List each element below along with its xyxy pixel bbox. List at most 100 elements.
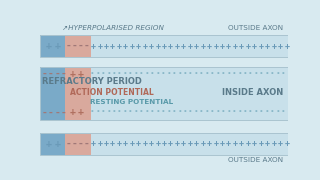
Text: ·: · xyxy=(225,69,232,79)
Text: -: - xyxy=(48,69,54,79)
Bar xyxy=(40,35,65,57)
Text: ·: · xyxy=(231,107,237,117)
Text: +: + xyxy=(155,42,160,51)
Text: ·: · xyxy=(110,69,117,79)
Text: +: + xyxy=(104,140,109,148)
Text: ·: · xyxy=(263,69,270,79)
Text: ·: · xyxy=(143,69,150,79)
Text: ·: · xyxy=(181,107,188,117)
Text: ·: · xyxy=(132,107,139,117)
Text: +: + xyxy=(252,140,257,148)
Text: -: - xyxy=(66,41,71,51)
Text: -: - xyxy=(66,139,71,149)
Text: ·: · xyxy=(89,69,95,79)
Bar xyxy=(40,67,65,120)
Text: +: + xyxy=(142,42,148,51)
Text: ·: · xyxy=(143,107,150,117)
Text: ·: · xyxy=(225,107,232,117)
Text: ·: · xyxy=(242,107,248,117)
Text: ·: · xyxy=(165,69,172,79)
Text: -: - xyxy=(61,107,67,117)
Text: ·: · xyxy=(252,69,259,79)
Text: +: + xyxy=(149,42,154,51)
Text: OUTSIDE AXON: OUTSIDE AXON xyxy=(228,25,283,31)
Bar xyxy=(65,67,91,120)
Text: +: + xyxy=(142,140,148,148)
Text: +: + xyxy=(123,140,128,148)
Text: ·: · xyxy=(127,107,134,117)
Text: ·: · xyxy=(198,69,204,79)
Text: ·: · xyxy=(110,107,117,117)
Text: ·: · xyxy=(209,107,215,117)
Text: ·: · xyxy=(94,107,101,117)
Text: +: + xyxy=(69,69,75,79)
Text: ·: · xyxy=(187,69,194,79)
Bar xyxy=(40,67,288,120)
Text: +: + xyxy=(175,140,180,148)
Bar xyxy=(40,133,288,155)
Text: +: + xyxy=(252,42,257,51)
Text: +: + xyxy=(239,140,244,148)
Text: +: + xyxy=(220,140,225,148)
Text: ·: · xyxy=(220,69,226,79)
Text: +: + xyxy=(104,42,109,51)
Text: +: + xyxy=(245,42,251,51)
Bar xyxy=(65,133,91,155)
Text: ·: · xyxy=(187,107,194,117)
Text: +: + xyxy=(162,42,167,51)
Text: +: + xyxy=(69,107,75,117)
Bar xyxy=(40,35,288,57)
Text: +: + xyxy=(77,107,83,117)
Text: +: + xyxy=(181,42,186,51)
Text: -: - xyxy=(77,139,83,149)
Text: ·: · xyxy=(181,69,188,79)
Text: ·: · xyxy=(263,107,270,117)
Text: +: + xyxy=(91,140,96,148)
Text: +: + xyxy=(259,42,263,51)
Bar xyxy=(40,133,65,155)
Text: ·: · xyxy=(203,69,210,79)
Text: ·: · xyxy=(280,107,286,117)
Text: ·: · xyxy=(160,107,166,117)
Text: ·: · xyxy=(89,107,95,117)
Text: +: + xyxy=(207,140,212,148)
Text: ·: · xyxy=(214,69,221,79)
Text: ·: · xyxy=(105,69,112,79)
Text: ·: · xyxy=(220,107,226,117)
Text: ·: · xyxy=(176,107,183,117)
Text: ·: · xyxy=(247,107,254,117)
Text: OUTSIDE AXON: OUTSIDE AXON xyxy=(228,157,283,163)
Text: ·: · xyxy=(165,107,172,117)
Text: ·: · xyxy=(132,69,139,79)
Text: +: + xyxy=(220,42,225,51)
Text: +: + xyxy=(265,140,270,148)
Text: ·: · xyxy=(122,107,128,117)
Text: ·: · xyxy=(231,69,237,79)
Text: ·: · xyxy=(127,69,134,79)
Text: -: - xyxy=(48,107,54,117)
Text: ·: · xyxy=(198,107,204,117)
Text: +: + xyxy=(239,42,244,51)
Text: ·: · xyxy=(236,69,243,79)
Text: +: + xyxy=(200,140,205,148)
Text: +: + xyxy=(168,42,173,51)
Text: ·: · xyxy=(100,107,106,117)
Text: +: + xyxy=(181,140,186,148)
Bar xyxy=(40,67,288,120)
Text: +: + xyxy=(226,42,231,51)
Text: ACTION POTENTIAL: ACTION POTENTIAL xyxy=(70,88,154,97)
Text: -: - xyxy=(84,41,89,51)
Text: +: + xyxy=(200,42,205,51)
Text: ·: · xyxy=(116,69,123,79)
Text: ·: · xyxy=(242,69,248,79)
Text: RESTING POTENTIAL: RESTING POTENTIAL xyxy=(90,99,173,105)
Text: ·: · xyxy=(274,107,281,117)
Text: ·: · xyxy=(154,69,161,79)
Text: ·: · xyxy=(192,69,199,79)
Text: -: - xyxy=(61,69,67,79)
Text: +: + xyxy=(46,139,52,149)
Text: +: + xyxy=(91,42,96,51)
Text: ·: · xyxy=(203,107,210,117)
Text: ·: · xyxy=(258,107,265,117)
Text: +: + xyxy=(110,42,115,51)
